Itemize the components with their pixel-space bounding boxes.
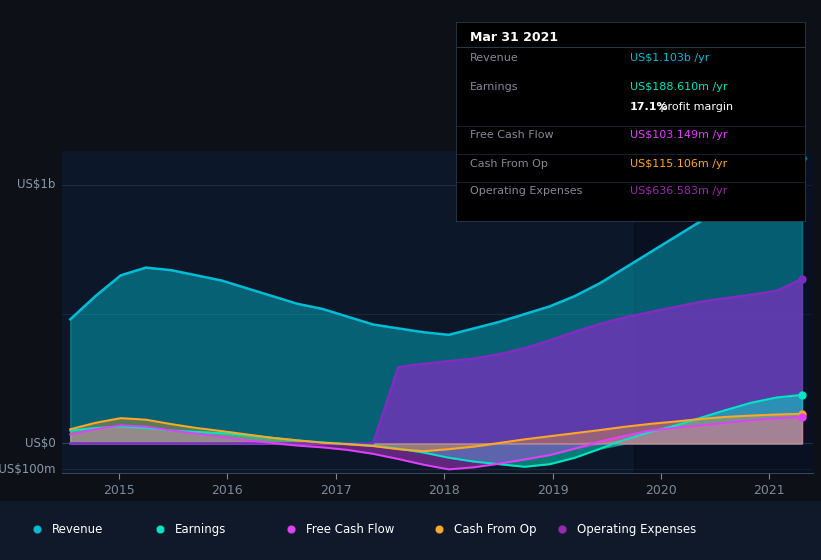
Text: Free Cash Flow: Free Cash Flow [306,523,395,536]
Text: Earnings: Earnings [175,523,227,536]
Text: US$1b: US$1b [17,178,56,192]
Text: Operating Expenses: Operating Expenses [470,186,582,197]
Text: US$636.583m /yr: US$636.583m /yr [631,186,727,197]
Text: US$0: US$0 [25,437,56,450]
Text: Revenue: Revenue [470,53,518,63]
Text: US$1.103b /yr: US$1.103b /yr [631,53,709,63]
Text: US$115.106m /yr: US$115.106m /yr [631,158,727,169]
Text: US$188.610m /yr: US$188.610m /yr [631,82,727,92]
Text: Revenue: Revenue [52,523,103,536]
Bar [634,151,813,473]
Text: Free Cash Flow: Free Cash Flow [470,130,553,140]
Text: Operating Expenses: Operating Expenses [577,523,696,536]
Text: -US$100m: -US$100m [0,463,56,476]
Text: 17.1%: 17.1% [631,102,669,112]
Text: Earnings: Earnings [470,82,518,92]
Text: Cash From Op: Cash From Op [454,523,536,536]
Text: US$103.149m /yr: US$103.149m /yr [631,130,727,140]
Text: profit margin: profit margin [658,102,733,112]
Text: Mar 31 2021: Mar 31 2021 [470,31,557,44]
Text: Cash From Op: Cash From Op [470,158,548,169]
